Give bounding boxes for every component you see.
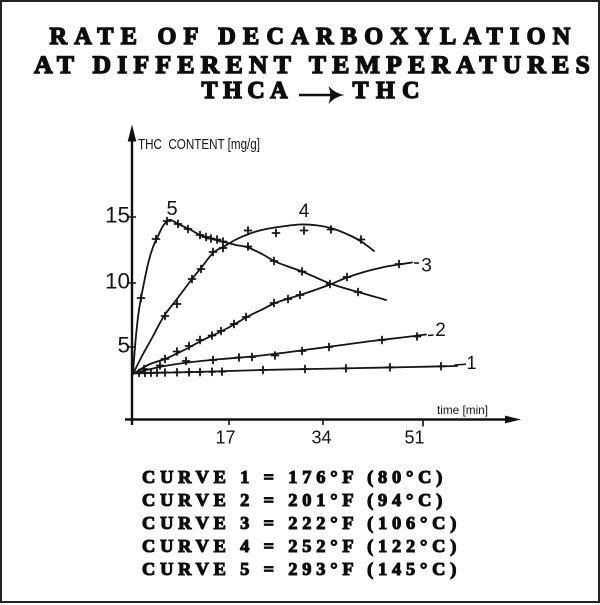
- svg-text:1: 1: [466, 353, 476, 373]
- svg-text:time [min]: time [min]: [437, 403, 488, 417]
- svg-text:THC CONTENT [mg/g]: THC CONTENT [mg/g]: [138, 137, 260, 153]
- svg-text:34: 34: [311, 428, 331, 448]
- svg-text:5: 5: [117, 333, 130, 358]
- svg-text:17: 17: [215, 428, 235, 448]
- svg-text:2: 2: [435, 320, 446, 341]
- svg-text:3: 3: [421, 256, 432, 277]
- svg-text:15: 15: [105, 203, 130, 228]
- svg-text:4: 4: [299, 201, 310, 222]
- svg-text:10: 10: [105, 269, 130, 294]
- svg-text:51: 51: [404, 428, 424, 448]
- svg-text:5: 5: [166, 198, 177, 220]
